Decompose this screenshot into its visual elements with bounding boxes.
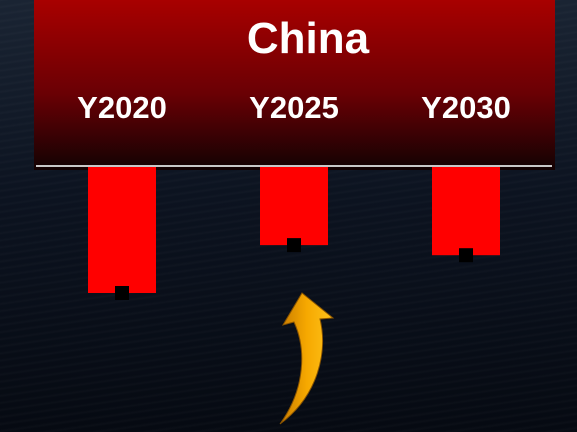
curved-arrow-up-icon [279, 292, 335, 425]
bars-layer [88, 167, 500, 300]
bar-end-marker-y2030 [459, 248, 473, 263]
bar-end-marker-y2025 [287, 238, 301, 253]
category-labels: Y2020 Y2025 Y2030 [77, 90, 511, 125]
bar-y2025 [260, 167, 328, 246]
chart-title: China [247, 14, 370, 63]
bar-y2030 [432, 167, 500, 256]
bar-end-marker-y2020 [115, 286, 129, 300]
category-label-y2020: Y2020 [77, 90, 167, 125]
category-label-y2030: Y2030 [421, 90, 511, 125]
bar-y2020 [88, 167, 156, 293]
category-label-y2025: Y2025 [249, 90, 339, 125]
chart-header-band [34, 0, 555, 170]
